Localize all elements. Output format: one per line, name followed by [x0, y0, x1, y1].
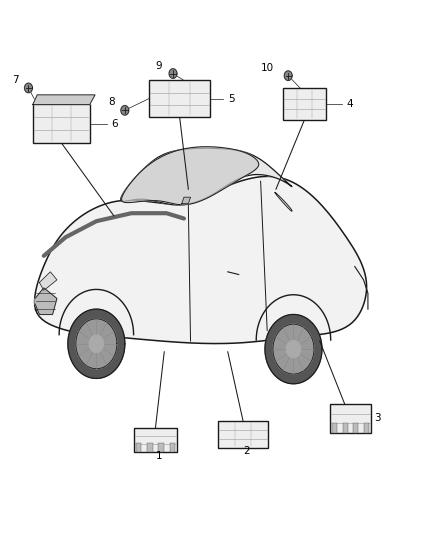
Polygon shape	[33, 95, 95, 104]
Polygon shape	[121, 148, 292, 205]
Polygon shape	[35, 176, 367, 344]
Polygon shape	[284, 71, 292, 80]
Text: 3: 3	[374, 414, 381, 423]
Polygon shape	[273, 324, 314, 374]
Bar	[147, 443, 152, 452]
Bar	[134, 427, 177, 452]
Polygon shape	[286, 341, 300, 358]
Text: 4: 4	[346, 99, 353, 109]
Text: 1: 1	[155, 451, 162, 461]
Bar	[330, 404, 371, 433]
Bar	[364, 423, 369, 433]
Bar	[136, 443, 141, 452]
Bar	[283, 88, 326, 120]
Polygon shape	[122, 147, 259, 205]
Polygon shape	[25, 83, 32, 93]
Polygon shape	[265, 314, 322, 384]
Polygon shape	[121, 106, 129, 115]
Text: 2: 2	[243, 447, 250, 456]
Bar	[343, 423, 348, 433]
Text: 9: 9	[156, 61, 162, 70]
Text: 6: 6	[112, 119, 118, 128]
Bar	[218, 421, 268, 448]
Text: 7: 7	[12, 75, 18, 85]
Bar	[149, 80, 210, 117]
Polygon shape	[68, 309, 125, 378]
Text: 5: 5	[228, 94, 234, 103]
Polygon shape	[35, 288, 57, 314]
Bar	[170, 443, 175, 452]
Polygon shape	[39, 272, 57, 290]
Text: 8: 8	[108, 98, 115, 107]
Bar	[332, 423, 337, 433]
Bar	[353, 423, 358, 433]
Bar	[159, 443, 164, 452]
Polygon shape	[89, 335, 103, 352]
Polygon shape	[182, 197, 191, 204]
Polygon shape	[275, 192, 292, 211]
Text: 10: 10	[261, 63, 274, 72]
Bar	[33, 104, 90, 143]
Polygon shape	[76, 319, 117, 369]
Polygon shape	[169, 69, 177, 78]
